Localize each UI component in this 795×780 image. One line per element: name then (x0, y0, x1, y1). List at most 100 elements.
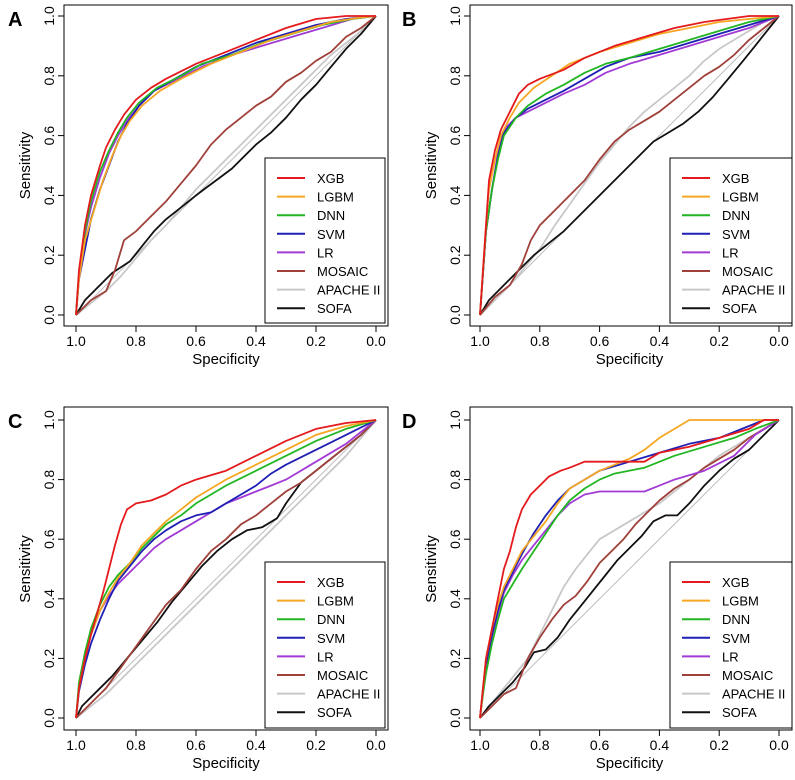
x-tick-label: 0.0 (366, 737, 386, 753)
series-line-xgb (479, 419, 779, 719)
y-axis-title: Sensitivity (423, 535, 440, 603)
legend: XGB LGBM DNN SVM LR MOSAIC APACHE II SOFA (264, 157, 386, 324)
x-tick-label: 0.4 (650, 333, 670, 349)
legend-label: LGBM (317, 594, 354, 609)
x-axis-title: Specificity (596, 755, 664, 772)
y-tick-label: 0.4 (447, 589, 463, 609)
series-line-svm (479, 419, 779, 719)
series-line-svm (75, 419, 377, 719)
legend: XGB LGBM DNN SVM LR MOSAIC APACHE II SOFA (669, 157, 793, 324)
y-tick-label: 0.8 (447, 470, 463, 490)
legend-label: XGB (722, 171, 749, 186)
y-axis-title: Sensitivity (17, 131, 34, 199)
y-tick-label: 0.2 (447, 245, 463, 265)
panel-label: A (8, 9, 22, 31)
legend-box (264, 157, 386, 324)
series-line-mosaic (479, 15, 780, 316)
legend-label: SVM (317, 631, 345, 646)
legend-label: DNN (722, 208, 750, 223)
x-tick-label: 0.6 (590, 737, 610, 753)
legend-box (264, 561, 386, 729)
y-axis-title: Sensitivity (17, 535, 34, 603)
x-tick-label: 0.4 (246, 333, 266, 349)
x-tick-label: 0.2 (709, 333, 729, 349)
y-tick-label: 0.4 (41, 185, 57, 205)
series-line-apache-ii (75, 419, 377, 719)
x-tick-label: 0.4 (650, 737, 670, 753)
legend-label: SOFA (722, 301, 757, 316)
legend: XGB LGBM DNN SVM LR MOSAIC APACHE II SOFA (669, 561, 793, 729)
legend-label: SOFA (317, 301, 352, 316)
legend-label: MOSAIC (317, 264, 368, 279)
y-tick-label: 0.6 (447, 126, 463, 146)
series-line-xgb (75, 419, 377, 719)
legend-label: SVM (722, 227, 750, 242)
y-tick-label: 0.2 (447, 648, 463, 668)
legend-label: LGBM (317, 190, 354, 205)
x-tick-label: 0.6 (590, 333, 610, 349)
y-tick-label: 0.4 (447, 185, 463, 205)
panel-B: B 1.0 0.8 0.6 0.4 0.2 0.0 0.0 0.2 0.4 0.6 0.8 1.0 Spe… (402, 4, 793, 368)
plot-frame (63, 406, 389, 731)
y-tick-label: 0.8 (41, 470, 57, 490)
legend-label: APACHE II (317, 283, 380, 298)
legend-label: LR (722, 649, 739, 664)
y-tick-label: 0.8 (41, 66, 57, 86)
legend-label: LR (317, 245, 334, 260)
x-tick-label: 1.0 (66, 737, 86, 753)
x-tick-label: 0.2 (306, 333, 326, 349)
legend-label: LR (317, 649, 334, 664)
series-line-mosaic (75, 419, 377, 719)
x-tick-label: 0.8 (126, 333, 146, 349)
y-tick-label: 0.2 (41, 245, 57, 265)
y-tick-label: 0.0 (447, 305, 463, 325)
legend-label: MOSAIC (722, 668, 773, 683)
series-line-dnn (479, 419, 780, 719)
series-line-xgb (479, 15, 779, 316)
x-tick-label: 0.6 (186, 333, 206, 349)
series-line-mosaic (479, 419, 780, 719)
legend-label: APACHE II (722, 283, 785, 298)
legend-label: APACHE II (317, 687, 380, 702)
legend-label: SOFA (722, 705, 757, 720)
legend-label: SOFA (317, 705, 352, 720)
series-line-lgbm (75, 15, 377, 316)
legend-label: SVM (317, 227, 345, 242)
series-line-dnn (479, 15, 780, 316)
y-tick-label: 1.0 (447, 6, 463, 26)
panel-label: D (402, 411, 416, 433)
legend: XGB LGBM DNN SVM LR MOSAIC APACHE II SOFA (264, 561, 386, 729)
y-axis-title: Sensitivity (423, 131, 440, 199)
panel-D: D 1.0 0.8 0.6 0.4 0.2 0.0 0.0 0.2 0.4 0.6 0.8 1.0 Spe… (402, 406, 793, 772)
x-tick-label: 0.4 (246, 737, 266, 753)
y-tick-label: 0.8 (447, 66, 463, 86)
legend-label: LGBM (722, 190, 759, 205)
series-line-sofa (75, 15, 377, 316)
legend-label: DNN (722, 612, 750, 627)
series-line-xgb (75, 15, 376, 316)
legend-label: XGB (317, 575, 344, 590)
legend-box (669, 157, 793, 324)
legend-label: DNN (317, 612, 345, 627)
reference-diagonal (479, 419, 780, 719)
series-line-apache-ii (479, 15, 780, 316)
y-tick-label: 0.0 (447, 708, 463, 728)
x-tick-label: 1.0 (66, 333, 86, 349)
x-axis-title: Specificity (596, 351, 664, 368)
legend-box (669, 561, 793, 729)
panel-A: A 1.0 0.8 0.6 0.4 0.2 0.0 0.0 0.2 0.4 0.6 0.8 1.0 Spe… (8, 4, 389, 368)
x-axis-title: Specificity (192, 755, 260, 772)
plot-frame (63, 4, 389, 327)
reference-diagonal (75, 419, 377, 719)
legend-label: MOSAIC (722, 264, 773, 279)
y-tick-label: 1.0 (447, 410, 463, 430)
y-tick-label: 0.6 (41, 529, 57, 549)
x-tick-label: 0.0 (366, 333, 386, 349)
x-tick-label: 0.0 (769, 737, 789, 753)
x-tick-label: 0.0 (769, 333, 789, 349)
series-line-mosaic (75, 15, 377, 316)
y-tick-label: 0.0 (41, 305, 57, 325)
series-line-sofa (479, 15, 780, 316)
x-tick-label: 0.8 (126, 737, 146, 753)
y-tick-label: 0.0 (41, 708, 57, 728)
